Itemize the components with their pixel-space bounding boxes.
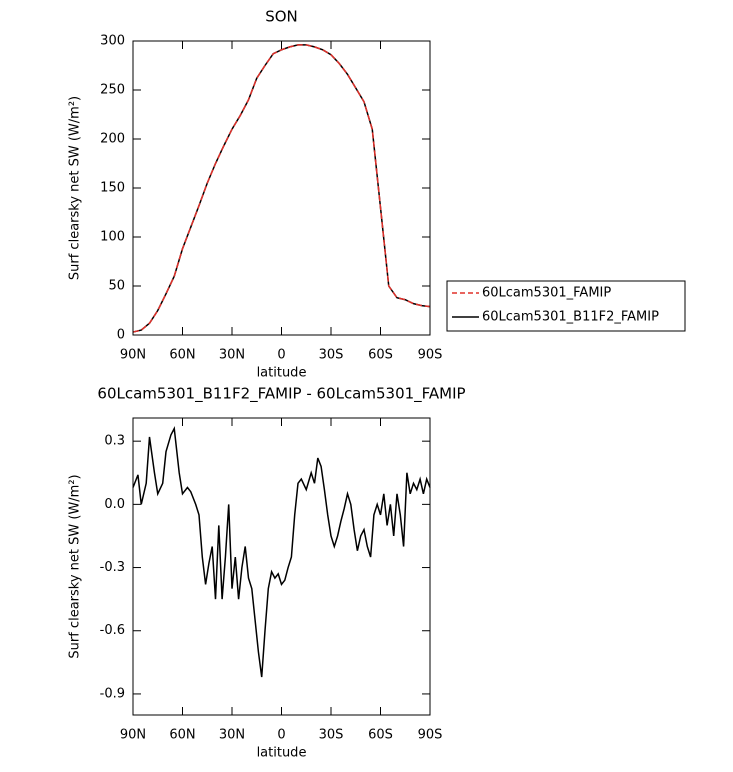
chart-title: SON bbox=[265, 8, 298, 26]
x-tick-label: 60N bbox=[169, 348, 195, 363]
y-tick-label: 0.3 bbox=[104, 434, 125, 449]
legend-label: 60Lcam5301_B11F2_FAMIP bbox=[482, 310, 659, 325]
y-tick-label: -0.9 bbox=[100, 686, 125, 701]
plot-frame bbox=[132, 417, 431, 716]
y-tick-label: -0.6 bbox=[100, 623, 125, 638]
y-tick-label: 250 bbox=[100, 83, 125, 98]
y-tick-label: 0.0 bbox=[104, 497, 125, 512]
data-line bbox=[132, 44, 431, 333]
x-tick-label: 90N bbox=[120, 728, 146, 743]
y-axis-label: Surf clearsky net SW (W/m²) bbox=[68, 96, 83, 280]
y-tick-label: 50 bbox=[108, 279, 125, 294]
x-tick-label: 30S bbox=[319, 348, 344, 363]
x-tick-label: 60S bbox=[368, 348, 393, 363]
y-tick-label: 150 bbox=[100, 181, 125, 196]
legend-label: 60Lcam5301_FAMIP bbox=[482, 286, 611, 301]
x-axis-label: latitude bbox=[257, 746, 307, 761]
y-tick-label: -0.3 bbox=[100, 560, 125, 575]
x-tick-label: 0 bbox=[277, 728, 285, 743]
y-tick-label: 200 bbox=[100, 132, 125, 147]
x-tick-label: 30S bbox=[319, 728, 344, 743]
x-tick-label: 60N bbox=[169, 728, 195, 743]
y-tick-label: 0 bbox=[117, 328, 125, 343]
x-tick-label: 90S bbox=[418, 348, 443, 363]
y-tick-label: 300 bbox=[100, 34, 125, 49]
x-tick-label: 30N bbox=[219, 728, 245, 743]
data-line bbox=[132, 426, 431, 678]
x-tick-label: 90S bbox=[418, 728, 443, 743]
y-tick-label: 100 bbox=[100, 230, 125, 245]
x-axis-label: latitude bbox=[257, 366, 307, 381]
x-tick-label: 60S bbox=[368, 728, 393, 743]
chart-title: 60Lcam5301_B11F2_FAMIP - 60Lcam5301_FAMI… bbox=[97, 385, 465, 404]
x-tick-label: 0 bbox=[277, 348, 285, 363]
y-axis-label: Surf clearsky net SW (W/m²) bbox=[68, 474, 83, 658]
data-line bbox=[132, 44, 431, 333]
legend-box bbox=[446, 280, 686, 332]
x-tick-label: 90N bbox=[120, 348, 146, 363]
x-tick-label: 30N bbox=[219, 348, 245, 363]
plot-frame bbox=[132, 40, 431, 336]
